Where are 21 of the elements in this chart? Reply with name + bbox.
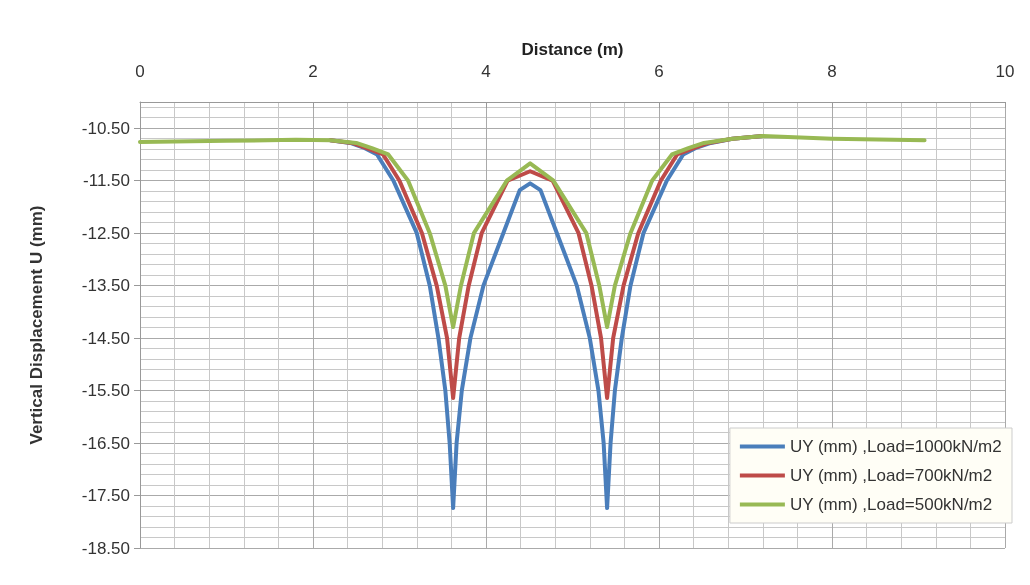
y-tick-label: -11.50 <box>83 171 130 191</box>
y-tick-label: -10.50 <box>81 118 130 138</box>
y-tick-label: -14.50 <box>81 328 130 348</box>
y-tick-label: -12.50 <box>81 223 130 243</box>
x-tick-label: 4 <box>481 62 491 81</box>
legend-label: UY (mm) ,Load=500kN/m2 <box>789 495 993 514</box>
x-tick-label: 8 <box>827 62 837 81</box>
legend-label: UY (mm) ,Load=700kN/m2 <box>789 466 993 485</box>
x-tick-label: 6 <box>654 62 664 81</box>
x-tick-label: 2 <box>308 62 318 81</box>
y-tick-label: -13.50 <box>81 276 130 296</box>
y-tick-label: -15.50 <box>81 381 130 401</box>
y-tick-label: -17.50 <box>81 486 130 506</box>
y-tick-label: -18.50 <box>81 538 130 558</box>
y-tick-label: -16.50 <box>81 433 130 453</box>
line-series <box>138 134 927 330</box>
x-tick-label: 10 <box>995 62 1015 81</box>
x-tick-label: 0 <box>135 62 145 81</box>
y-axis-title: Vertical Displacement U (mm) <box>27 205 46 445</box>
legend-label: UY (mm) ,Load=1000kN/m2 <box>789 437 1002 456</box>
x-axis-title: Distance (m) <box>521 40 624 60</box>
